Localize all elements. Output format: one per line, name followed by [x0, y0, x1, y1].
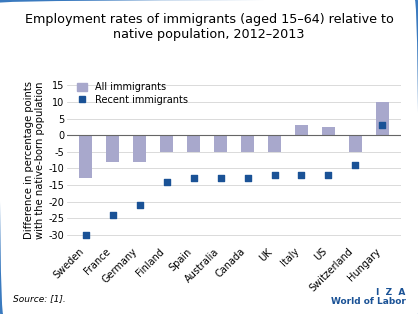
Bar — [187, 135, 200, 152]
Point — [325, 173, 332, 178]
Bar — [214, 135, 227, 152]
Point — [163, 179, 170, 184]
Text: World of Labor: World of Labor — [331, 297, 405, 306]
Point — [136, 203, 143, 208]
Bar — [160, 135, 173, 152]
Point — [271, 173, 278, 178]
Point — [352, 163, 359, 168]
Bar — [133, 135, 146, 162]
Bar — [349, 135, 362, 152]
Bar — [79, 135, 92, 178]
Text: Employment rates of immigrants (aged 15–64) relative to
native population, 2012–: Employment rates of immigrants (aged 15–… — [25, 13, 393, 41]
Point — [190, 176, 197, 181]
Y-axis label: Difference in percentage points
with the native-born population: Difference in percentage points with the… — [24, 81, 45, 239]
Point — [244, 176, 251, 181]
Point — [298, 173, 305, 178]
Bar — [106, 135, 120, 162]
Bar — [241, 135, 254, 152]
Point — [217, 176, 224, 181]
Text: I  Z  A: I Z A — [376, 288, 405, 297]
Legend: All immigrants, Recent immigrants: All immigrants, Recent immigrants — [75, 80, 189, 106]
Bar — [295, 125, 308, 135]
Point — [82, 232, 89, 237]
Point — [110, 213, 116, 218]
Bar — [322, 127, 335, 135]
Point — [379, 123, 386, 128]
Bar — [268, 135, 281, 152]
Bar — [376, 102, 389, 135]
Text: Source: [1].: Source: [1]. — [13, 294, 65, 303]
